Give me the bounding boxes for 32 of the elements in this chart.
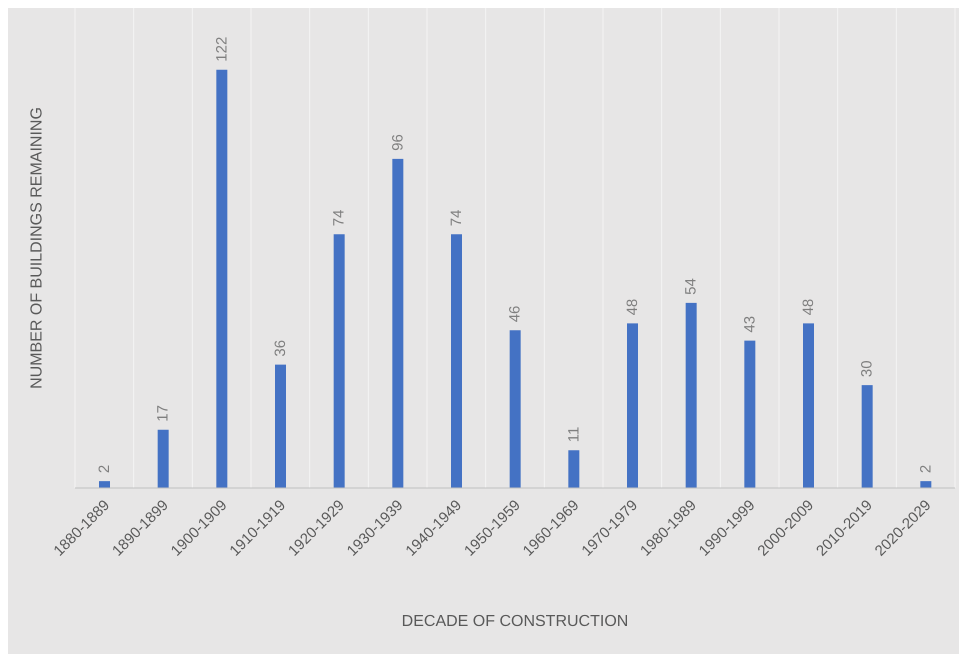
bar <box>392 158 404 488</box>
data-label: 17 <box>154 405 172 422</box>
data-label: 2 <box>917 464 934 474</box>
data-label: 11 <box>565 426 582 442</box>
data-label: 43 <box>741 316 758 333</box>
data-label: 30 <box>858 360 876 378</box>
bar <box>627 323 638 488</box>
data-label: 2 <box>96 464 113 474</box>
data-label: 48 <box>624 298 641 316</box>
bar <box>275 364 286 488</box>
bar <box>334 234 345 488</box>
data-label: 48 <box>800 298 817 316</box>
data-label: 96 <box>389 134 406 151</box>
data-label: 54 <box>682 278 700 295</box>
data-label: 122 <box>213 36 230 62</box>
bar <box>862 385 873 488</box>
data-label: 74 <box>448 210 465 226</box>
bar <box>216 70 228 488</box>
bar <box>510 330 521 488</box>
data-label: 46 <box>506 306 524 322</box>
bar <box>99 481 110 488</box>
bar <box>451 234 462 488</box>
bar <box>158 430 169 488</box>
x-axis-title: DECADE OF CONSTRUCTION <box>402 613 628 630</box>
bar <box>920 481 932 488</box>
bar <box>686 302 697 488</box>
bar <box>803 323 814 488</box>
y-axis-title: NUMBER OF BUILDINGS REMAINING <box>28 107 46 389</box>
data-label: 36 <box>272 340 289 357</box>
data-label: 74 <box>330 210 348 226</box>
bar <box>744 340 756 488</box>
bar <box>568 450 580 488</box>
